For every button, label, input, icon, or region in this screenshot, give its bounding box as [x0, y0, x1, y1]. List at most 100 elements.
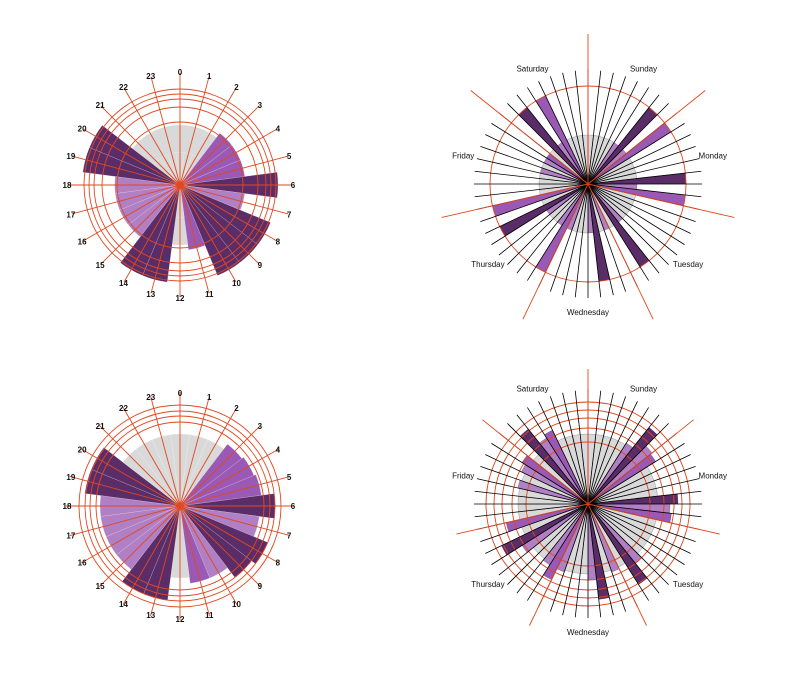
day-axis-5	[441, 183, 589, 218]
slot-spoke-13	[587, 170, 702, 185]
slot-spoke-54	[562, 392, 589, 505]
slot-spoke-47	[491, 123, 589, 185]
hour-axis-15	[100, 184, 181, 265]
hour-axis-22	[122, 407, 181, 507]
day-axis-1	[587, 419, 694, 505]
day-label-wednesday: Wednesday	[567, 628, 609, 637]
hour-label-15: 15	[96, 582, 105, 591]
hour-axis-7	[179, 505, 291, 536]
slot-spoke-39	[480, 183, 589, 223]
slot-spoke-10	[587, 454, 691, 505]
hour-label-23: 23	[146, 393, 155, 402]
hour-axis-9	[179, 505, 261, 587]
day-axis-4	[529, 503, 589, 626]
hour-label-17: 17	[66, 531, 75, 540]
day-label-tuesday: Tuesday	[673, 260, 703, 269]
slot-spoke-36	[498, 503, 589, 576]
slot-spoke-27	[587, 503, 602, 618]
hour-axis-1	[179, 395, 210, 507]
hour-axis-3	[179, 425, 261, 507]
hour-label-23: 23	[146, 72, 155, 81]
hour-label-11: 11	[205, 611, 214, 620]
day-label-monday: Monday	[699, 472, 727, 481]
day-label-saturday: Saturday	[516, 65, 548, 74]
hour-label-15: 15	[96, 261, 105, 270]
hour-label-9: 9	[258, 261, 263, 270]
slot-spoke-51	[527, 407, 589, 505]
day-radial-chart-1: Sunday Monday Tuesday Wednesday Thursday Frid…	[441, 34, 735, 320]
hour-label-20: 20	[78, 446, 87, 455]
slot-spoke-38	[485, 183, 589, 234]
slot-spoke-23	[587, 183, 649, 281]
slot-spoke-52	[538, 401, 589, 505]
hour-axis-19	[69, 476, 181, 507]
slot-spoke-30	[562, 183, 589, 296]
hour-axis-17	[71, 184, 181, 215]
hour-axis-8	[179, 505, 279, 564]
slot-spoke-20	[587, 503, 678, 576]
center-dot	[177, 182, 183, 188]
slot-spoke-31	[549, 503, 589, 612]
slot-spoke-43	[474, 170, 589, 185]
slot-spoke-9	[587, 123, 685, 185]
hour-axis-2	[179, 87, 237, 186]
slot-spoke-29	[574, 503, 589, 618]
hour-label-16: 16	[78, 238, 87, 247]
slot-spoke-9	[587, 443, 685, 505]
hour-label-3: 3	[258, 422, 263, 431]
slot-spoke-39	[480, 503, 589, 543]
day-axis-3	[587, 503, 647, 626]
slot-spoke-17	[587, 503, 696, 543]
slot-spoke-33	[527, 503, 589, 601]
slot-spoke-52	[538, 81, 589, 185]
day-axis-5	[456, 503, 589, 535]
hour-axis-11	[179, 184, 210, 294]
slot-spoke-44	[476, 478, 589, 505]
slot-spoke-29	[574, 183, 589, 298]
slot-spoke-7	[587, 103, 669, 185]
slot-spoke-6	[587, 414, 660, 505]
hour-axis-5	[179, 155, 289, 186]
hour-label-7: 7	[287, 210, 292, 219]
hour-label-18: 18	[63, 502, 72, 511]
slot-spoke-3	[587, 76, 627, 185]
slot-spoke-23	[587, 503, 649, 601]
hour-axis-9	[179, 184, 260, 265]
day-axis-1	[587, 90, 706, 185]
hour-label-14: 14	[119, 279, 128, 288]
slot-spoke-19	[587, 183, 685, 245]
hour-label-16: 16	[78, 559, 87, 568]
slot-spoke-1	[587, 390, 602, 505]
slot-spoke-51	[527, 87, 589, 185]
slot-spoke-2	[587, 392, 614, 505]
hour-axis-20	[81, 448, 181, 507]
hour-label-5: 5	[287, 473, 292, 482]
hour-axis-22	[123, 87, 181, 186]
center-dot	[177, 503, 183, 509]
hour-label-4: 4	[276, 125, 281, 134]
hour-axis-14	[122, 505, 181, 605]
hour-axis-4	[179, 448, 279, 507]
day-axis-6	[470, 90, 589, 185]
hour-axis-23	[150, 76, 181, 186]
slot-spoke-25	[587, 183, 627, 292]
day-axis-2	[587, 503, 720, 535]
slot-spoke-18	[587, 183, 691, 234]
slot-spoke-5	[587, 407, 649, 505]
day-label-tuesday: Tuesday	[673, 580, 703, 589]
slot-spoke-4	[587, 401, 638, 505]
hour-axis-14	[123, 184, 181, 283]
hour-axis-16	[81, 505, 181, 564]
hour-axis-20	[82, 128, 181, 186]
hour-axis-19	[71, 155, 181, 186]
hour-label-8: 8	[276, 238, 281, 247]
hour-axis-5	[179, 476, 291, 507]
hour-axis-23	[150, 395, 181, 507]
slot-spoke-2	[587, 72, 614, 185]
day-label-friday: Friday	[452, 472, 474, 481]
hour-label-3: 3	[258, 101, 263, 110]
slot-spoke-46	[485, 454, 589, 505]
hour-label-7: 7	[287, 531, 292, 540]
day-label-thursday: Thursday	[471, 580, 504, 589]
